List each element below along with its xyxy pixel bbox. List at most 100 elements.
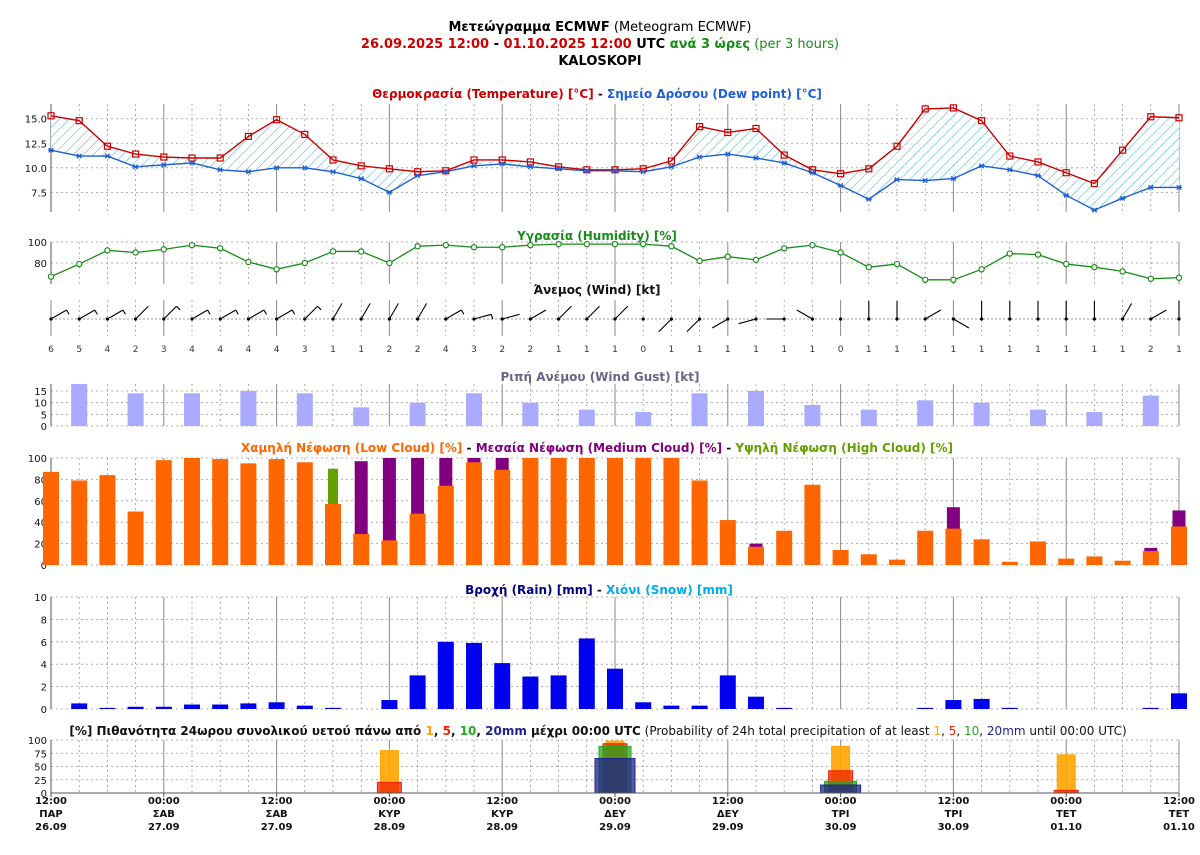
- x-tick-time: 12:00: [712, 796, 744, 807]
- low-cloud-bar: [1142, 551, 1159, 565]
- rain-bar: [663, 705, 680, 709]
- wind-barb: [980, 301, 984, 321]
- y-tick-label: 4: [41, 660, 47, 671]
- temperature-panel: 15.0 12.5 10.0 7.5: [25, 104, 1183, 213]
- rain-bar: [155, 706, 172, 709]
- dewpoint-point: [894, 176, 900, 183]
- x-tick-date: 01.10: [1163, 822, 1195, 833]
- wind-barb: [77, 309, 98, 321]
- low-cloud-bar: [1086, 556, 1103, 565]
- wind-barb: [387, 303, 399, 321]
- rain-bar: [466, 642, 482, 709]
- y-tick-label: 8: [41, 615, 47, 626]
- wind-barb: [867, 301, 871, 321]
- rain-bar: [1142, 707, 1159, 709]
- temperature-point: [498, 156, 506, 164]
- y-tick-label: 80: [34, 475, 47, 486]
- wind-speed-label: 1: [1007, 345, 1013, 355]
- gust-bar: [240, 391, 257, 426]
- x-tick-day: ΚΥΡ: [378, 809, 400, 820]
- x-tick-date: 29.09: [599, 822, 631, 833]
- low-cloud-bar: [494, 469, 511, 565]
- wind-panel-title: Άνεμος (Wind) [kt]: [533, 283, 660, 297]
- dewpoint-point: [837, 182, 844, 189]
- y-tick-label: 10: [34, 593, 47, 604]
- rain-bar: [522, 676, 539, 709]
- temperature-point: [611, 166, 619, 174]
- temperature-point: [244, 132, 252, 140]
- x-tick-day: ΠΑΡ: [39, 809, 62, 820]
- low-cloud-bar: [945, 528, 962, 565]
- wind-speed-label: 4: [246, 345, 252, 355]
- humidity-point: [893, 260, 901, 268]
- humidity-point: [1006, 250, 1014, 257]
- gust-bar: [860, 409, 877, 426]
- temperature-point: [1175, 114, 1183, 122]
- rain-bar: [635, 702, 652, 709]
- wind-panel: 6 5 4 2 3 4 4 4 4 3 1 1 2 2 4 3 2 2 1 1 1 0 1 1 1 1 1 1 0 1 1 1 1 1 1 1 1 1 1 2…: [48, 300, 1182, 355]
- humidity-point: [1147, 275, 1155, 282]
- wind-barb: [303, 305, 322, 321]
- y-tick-label: 15: [34, 387, 47, 398]
- humidity-point: [442, 241, 449, 249]
- x-tick-day: ΤΕΤ: [1056, 809, 1077, 820]
- wind-speed-label: 1: [669, 345, 675, 355]
- rain-bar: [973, 698, 990, 709]
- rain-bar: [719, 675, 736, 709]
- wind-speed-label: 3: [302, 345, 308, 355]
- temperature-point: [893, 142, 901, 150]
- humidity-point: [1175, 274, 1183, 281]
- humidity-point: [555, 240, 562, 248]
- dewpoint-point: [724, 151, 731, 157]
- humidity-point: [358, 248, 365, 255]
- low-cloud-bar: [212, 459, 229, 565]
- humidity-point: [696, 257, 703, 265]
- humidity-point: [75, 260, 83, 268]
- wind-barb: [686, 317, 702, 333]
- temperature-line: [50, 107, 1180, 185]
- temperature-point: [357, 162, 365, 170]
- dewpoint-point: [442, 169, 449, 175]
- wind-barb: [951, 317, 970, 329]
- chart-title: Μετεώγραμμα ECMWF (Meteogram ECMWF): [448, 20, 751, 35]
- humidity-point: [640, 240, 647, 248]
- wind-barb: [359, 303, 371, 321]
- humidity-point: [160, 246, 167, 253]
- rain-bar: [71, 703, 88, 709]
- low-cloud-bar: [889, 559, 905, 565]
- low-cloud-bar: [719, 520, 736, 565]
- dewpoint-point: [301, 165, 308, 171]
- rain-bar: [325, 707, 341, 709]
- x-tick-day: ΔΕΥ: [717, 809, 740, 820]
- temperature-point: [385, 165, 393, 173]
- probability-bar-p20: [820, 784, 862, 794]
- low-cloud-bar: [296, 462, 313, 565]
- low-cloud-bar: [1058, 558, 1075, 565]
- wind-barb: [444, 309, 465, 321]
- temperature-point: [273, 116, 281, 124]
- x-tick-time: 12:00: [35, 796, 67, 807]
- humidity-point: [216, 245, 224, 252]
- x-tick-day: ΤΕΤ: [1169, 809, 1190, 820]
- rain-bar: [748, 696, 764, 709]
- wind-speed-label: 1: [753, 345, 759, 355]
- wind-barb: [1177, 301, 1181, 321]
- wind-speed-label: 2: [499, 345, 505, 355]
- gust-bar: [917, 400, 934, 426]
- dewpoint-point: [978, 163, 985, 169]
- x-tick-day: ΔΕΥ: [604, 809, 627, 820]
- wind-barb: [796, 309, 815, 321]
- gust-bar: [635, 412, 652, 426]
- rain-bar: [381, 700, 398, 709]
- wind-barb: [105, 309, 126, 321]
- wind-speed-label: 1: [781, 345, 787, 355]
- low-cloud-bar: [353, 533, 370, 565]
- rain-bar: [607, 668, 623, 709]
- temperature-point: [667, 157, 676, 165]
- humidity-panel-title: Υγρασία (Humidity) [%]: [516, 229, 677, 243]
- temperature-point: [103, 142, 112, 150]
- y-tick-label: 100: [28, 736, 47, 747]
- wind-barb: [246, 309, 267, 321]
- humidity-point: [104, 247, 111, 254]
- time-axis: 12:00 ΠΑΡ 26.09 00:00 ΣΑΒ 27.09 12:00 ΣΑΒ 27.09 0…: [35, 792, 1195, 833]
